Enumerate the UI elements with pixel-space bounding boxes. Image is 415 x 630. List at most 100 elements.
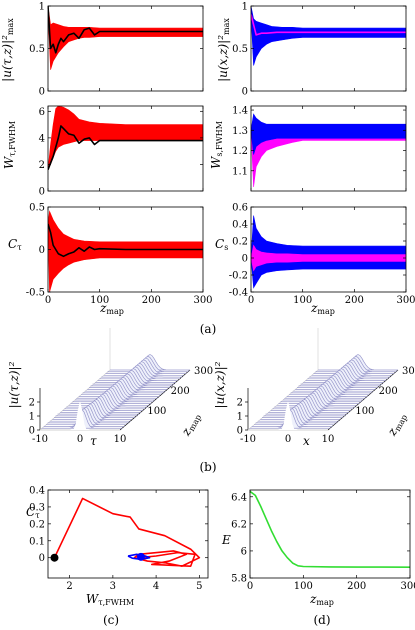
plot-area-a6 — [251, 215, 406, 289]
ylabel-d: E — [221, 533, 231, 547]
x-tick-label: 0 — [248, 295, 254, 306]
x-tick-label: 10 — [322, 434, 335, 445]
x-tick-label: 300 — [193, 295, 212, 306]
z-tick-label: 2 — [29, 398, 35, 409]
y-tick-label: -0.4 — [229, 288, 248, 299]
series-line-black — [48, 6, 203, 54]
y-tick-label: 100 — [355, 406, 374, 417]
chart-c: 2 3 4 5 0 0.1 0.2 0.3 0.4 — [29, 486, 209, 592]
series-band-blue — [251, 113, 406, 155]
y-tick-label: 0 — [39, 87, 45, 98]
x-tick-label: 100 — [294, 581, 313, 592]
panel-label-c: (c) — [103, 613, 119, 627]
x-tick-label: 200 — [347, 581, 366, 592]
x-tick-label: 4 — [153, 581, 159, 592]
panel-label-d: (d) — [313, 613, 330, 627]
surface-slice — [40, 401, 120, 431]
x-tick-label: 200 — [345, 295, 364, 306]
xlabel-b1: τ — [90, 434, 97, 448]
chart-a4: 1.1 1.2 1.3 1.4 — [232, 105, 407, 192]
ylabel-a4: Ws,FWHM — [209, 121, 224, 169]
axes-frame — [47, 489, 209, 579]
xlabel-b2: x — [303, 434, 310, 448]
y-tick-label: 0.4 — [29, 486, 45, 497]
x-tick-label: 100 — [90, 295, 109, 306]
y-tick-label: 6.2 — [231, 519, 247, 530]
axes-frame — [47, 5, 204, 92]
y-tick-label: 0.2 — [29, 519, 45, 530]
y-tick-label: 200 — [379, 386, 398, 397]
y-tick-label: 0.2 — [232, 237, 248, 248]
y-tick-label: 1 — [242, 2, 248, 13]
x-tick-label: 10 — [114, 434, 127, 445]
y-tick-label: 0.6 — [232, 203, 248, 214]
axes-frame — [47, 105, 204, 192]
marker-black — [50, 553, 59, 562]
series-band-red — [48, 6, 203, 70]
y-tick-label: 6 — [241, 546, 247, 557]
y-tick-label: 0 — [39, 187, 45, 198]
ylabel-b2: zmap — [384, 410, 409, 439]
y-tick-label: -0.5 — [26, 288, 45, 299]
y-tick-label: 300 — [402, 366, 415, 377]
axes-frame — [250, 206, 407, 293]
plot-area-a4 — [251, 113, 406, 187]
panel-label-b: (b) — [199, 460, 216, 474]
y-tick-label: 6.4 — [231, 492, 247, 503]
z-tick-label: 0 — [29, 426, 35, 437]
plot-area-a3 — [48, 106, 203, 171]
axes-frame — [250, 105, 407, 192]
z-tick-label: 2 — [237, 398, 243, 409]
z-tick-label: 1 — [29, 412, 35, 423]
x-tick-label: 0 — [285, 434, 291, 445]
series-band-blue — [251, 6, 406, 66]
y-tick-label: 2 — [39, 160, 45, 171]
xlabel-a6: zmap — [310, 301, 335, 316]
series-band-magenta — [251, 244, 406, 272]
axes-frame — [250, 5, 407, 92]
y-tick-label: 5.8 — [231, 574, 247, 585]
x-tick-label: 5 — [196, 581, 202, 592]
z-tick-label: 0 — [237, 426, 243, 437]
x-tick-label: 300 — [400, 581, 415, 592]
chart-a6: 0 100 200 300 -0.4 -0.2 0 0.2 0.4 0.6 — [229, 203, 415, 307]
series-line-blue — [127, 553, 151, 560]
plot-area-a2 — [251, 6, 406, 66]
x-tick-label: 0 — [45, 295, 51, 306]
x-tick-label: 3 — [110, 581, 116, 592]
chart-a2: 00.51 — [232, 2, 407, 98]
z-tick-label: 1 — [237, 412, 243, 423]
x-tick-label: 300 — [396, 295, 415, 306]
y-tick-label: 1 — [39, 2, 45, 13]
panel-label-a: (a) — [200, 322, 217, 336]
zlabel-b2: |u(x,z)|² — [213, 361, 227, 408]
y-tick-label: 0.5 — [29, 44, 45, 55]
x-tick-label: 200 — [142, 295, 161, 306]
ylabel-a1: |u(τ,z)|²max — [0, 18, 15, 82]
y-tick-label: 100 — [147, 406, 166, 417]
x-tick-label: 0 — [247, 581, 253, 592]
plot-area-c — [53, 497, 201, 567]
surface-slice — [248, 401, 328, 431]
y-tick-label: 0.4 — [232, 220, 248, 231]
y-tick-label: 1.4 — [232, 106, 248, 117]
y-tick-label: 1.2 — [232, 146, 248, 157]
x-tick-label: -10 — [240, 434, 256, 445]
y-tick-label: -0.2 — [229, 271, 248, 282]
y-tick-label: 4 — [39, 133, 45, 144]
y-tick-label: 0 — [242, 254, 248, 265]
marker-blue — [136, 552, 145, 561]
plot-area-a5 — [48, 210, 203, 292]
xlabel-d: zmap — [309, 592, 334, 607]
y-tick-label: 1.3 — [232, 126, 248, 137]
x-tick-label: 100 — [293, 295, 312, 306]
y-tick-label: 6 — [39, 107, 45, 118]
y-tick-label: 0 — [39, 553, 45, 564]
y-tick-label: 0 — [242, 87, 248, 98]
chart-a5: 0 100 200 300-0.500.5 — [26, 203, 213, 307]
ylabel-a6: Cs — [215, 237, 228, 252]
